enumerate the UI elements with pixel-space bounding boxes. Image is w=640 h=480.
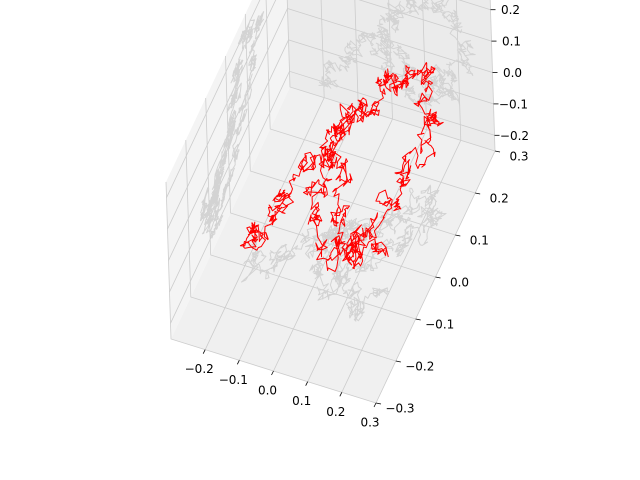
z-tick-label: −0.1 — [499, 97, 528, 111]
gridline-y — [286, 0, 496, 152]
shadow-xz-plane — [318, 0, 476, 110]
gridline-y — [205, 97, 416, 320]
y-tick-label: 0.3 — [509, 150, 528, 164]
y-tick-label: 0.2 — [490, 192, 509, 206]
x-tick-label: −0.2 — [185, 362, 214, 376]
y-tick-label: −0.3 — [385, 402, 414, 416]
gridline-y — [185, 139, 396, 362]
tick-marks — [202, 9, 501, 408]
x-tick-label: 0.3 — [360, 416, 379, 430]
y-tick-label: −0.2 — [405, 360, 434, 374]
gridline-y — [244, 13, 456, 236]
walk-line — [239, 62, 444, 272]
y-tick-label: 0.0 — [450, 276, 469, 290]
pane-left — [166, 0, 290, 339]
z-tick-label: 0.1 — [502, 35, 521, 49]
y-tick-label: 0.1 — [470, 234, 489, 248]
x-tick-label: 0.0 — [258, 384, 277, 398]
y-tick — [395, 360, 401, 363]
x-tick — [236, 360, 240, 365]
x-tick — [305, 381, 309, 386]
shadow-yz-plane — [199, 11, 265, 239]
x-tick-label: 0.1 — [292, 394, 311, 408]
y-tick — [375, 402, 382, 405]
y-tick — [455, 234, 461, 237]
y-tick — [494, 150, 501, 153]
y-tick-label: −0.1 — [425, 318, 454, 332]
y-tick — [435, 276, 441, 279]
x-tick-label: 0.2 — [326, 405, 345, 419]
gridline-z — [168, 8, 493, 261]
x-tick — [339, 392, 343, 397]
x-tick — [202, 349, 206, 354]
gridline-y — [265, 0, 476, 194]
shadow-xy-plane — [241, 184, 447, 322]
y-tick — [415, 318, 421, 321]
z-tick-label: 0.2 — [501, 3, 520, 17]
gridline-z — [167, 0, 492, 230]
red-walk-path — [239, 62, 444, 272]
gridline-z — [166, 0, 491, 198]
z-tick-label: −0.2 — [500, 129, 529, 143]
gridline-y — [225, 55, 436, 278]
x-tick — [271, 370, 274, 376]
tick-labels: −0.2 −0.1 0.0 0.1 0.2 0.3 −0.3 −0.2 −0.1 0.0 0.1 0.… — [185, 3, 529, 429]
z-tick-label: 0.0 — [503, 66, 522, 80]
x-tick-label: −0.1 — [219, 373, 248, 387]
projection-shadows — [199, 0, 476, 322]
x-tick — [373, 402, 377, 408]
y-tick — [475, 192, 481, 195]
